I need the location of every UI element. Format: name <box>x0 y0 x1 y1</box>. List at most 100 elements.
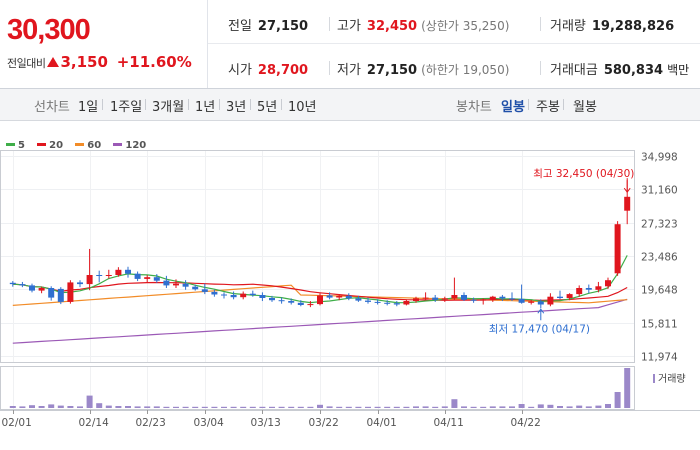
ma-legend: 5 20 60 120 <box>6 140 155 151</box>
candle-body <box>201 289 208 292</box>
divider <box>188 99 189 110</box>
divider <box>540 17 541 31</box>
legend-swatch <box>37 143 47 146</box>
stat-trade-value: 거래대금 580,834 백만 <box>550 59 689 78</box>
candle-body <box>374 301 381 303</box>
volume-bar <box>144 406 151 408</box>
period-10y[interactable]: 10년 <box>288 100 317 115</box>
volume-bar <box>115 406 122 408</box>
candle-body <box>489 296 496 300</box>
x-tick-label: 04/11 <box>434 417 464 429</box>
stat-unit: 백만 <box>667 63 690 77</box>
volume-bar <box>288 406 295 408</box>
stat-value: 580,834 <box>603 63 664 78</box>
y-tick-label: 27,323 <box>641 219 678 231</box>
candle-body <box>432 297 439 300</box>
volume-bar <box>211 406 218 408</box>
volume-bar <box>182 406 189 408</box>
up-triangle-icon <box>47 57 60 67</box>
legend-label: 20 <box>49 140 64 151</box>
candle-body <box>9 282 16 285</box>
low-arrow-head <box>537 308 545 314</box>
legend-swatch <box>113 143 123 146</box>
candle-weekly[interactable]: 주봉 <box>536 100 560 115</box>
volume-bar <box>77 406 83 408</box>
change-value: 3,150 <box>60 53 108 71</box>
volume-bar <box>547 404 554 408</box>
divider <box>329 61 330 75</box>
stat-label: 전일 <box>228 19 252 34</box>
candle-monthly[interactable]: 월봉 <box>573 100 597 115</box>
candle-body <box>163 280 170 286</box>
candle-body <box>48 288 55 298</box>
candle-body <box>288 301 295 303</box>
x-tick-label: 04/22 <box>511 417 541 429</box>
change-percent: +11.60% <box>116 53 192 71</box>
candle-body <box>355 298 362 301</box>
candle-body <box>441 298 448 300</box>
volume-bar <box>384 406 391 408</box>
divider <box>281 99 282 110</box>
legend-label: 5 <box>18 140 25 151</box>
volume-bar <box>173 406 179 408</box>
stat-label: 고가 <box>337 19 361 34</box>
high-annotation: 최고 32,450 (04/30) <box>533 168 634 180</box>
volume-bar <box>528 406 535 408</box>
volume-bar <box>192 406 199 408</box>
stat-sub: (하한가 19,050) <box>421 63 510 77</box>
candle-body <box>403 301 410 305</box>
candle-daily[interactable]: 일봉 <box>501 100 525 115</box>
volume-bar <box>451 399 458 408</box>
candle-body <box>144 277 151 279</box>
candle-body <box>624 196 631 211</box>
period-3m[interactable]: 3개월 <box>152 100 185 115</box>
candle-body <box>182 283 189 287</box>
divider <box>250 99 251 110</box>
volume-bar <box>403 406 410 408</box>
period-5y[interactable]: 5년 <box>257 100 278 115</box>
divider <box>528 99 529 110</box>
candle-body <box>509 298 515 300</box>
candle-body <box>134 273 141 279</box>
volume-bar <box>509 406 515 408</box>
volume-bar <box>432 406 439 408</box>
volume-bar <box>566 406 573 408</box>
y-tick-label: 19,648 <box>641 285 678 297</box>
candle-body <box>605 280 611 287</box>
legend-swatch <box>75 143 85 146</box>
volume-bar <box>125 406 131 408</box>
candle-body <box>566 294 573 298</box>
period-1y[interactable]: 1년 <box>195 100 216 115</box>
stat-label: 거래대금 <box>550 63 598 78</box>
candle-body <box>259 295 266 298</box>
volume-bar <box>9 406 16 408</box>
candle-body <box>192 286 199 290</box>
candle-body <box>67 282 74 302</box>
candle-body <box>173 283 179 286</box>
volume-bar <box>518 404 525 408</box>
candle-body <box>365 300 371 302</box>
period-1d[interactable]: 1일 <box>78 100 99 115</box>
x-tick-label: 04/01 <box>367 417 397 429</box>
quote-summary: 30,300 전일대비 3,150 +11.60% 전일 27,150 고가 32,4… <box>0 0 700 89</box>
ma120-line <box>12 298 628 344</box>
volume-bar <box>67 406 74 408</box>
x-tick-label: 02/23 <box>136 417 166 429</box>
candle-body <box>345 295 352 299</box>
period-3y[interactable]: 3년 <box>226 100 247 115</box>
candle-body <box>240 293 247 298</box>
candle-body <box>336 295 343 298</box>
candle-body <box>105 275 112 276</box>
candle-body <box>96 275 103 276</box>
candle-body <box>326 295 333 298</box>
y-tick-label: 23,486 <box>641 252 678 264</box>
volume-bar <box>96 403 103 408</box>
candle-body <box>528 301 535 303</box>
candle-body <box>393 303 400 305</box>
period-1w[interactable]: 1주일 <box>110 100 143 115</box>
volume-bar <box>537 404 544 408</box>
stat-sub: (상한가 35,250) <box>421 19 510 33</box>
volume-bar <box>57 405 64 408</box>
volume-bar <box>19 406 26 408</box>
